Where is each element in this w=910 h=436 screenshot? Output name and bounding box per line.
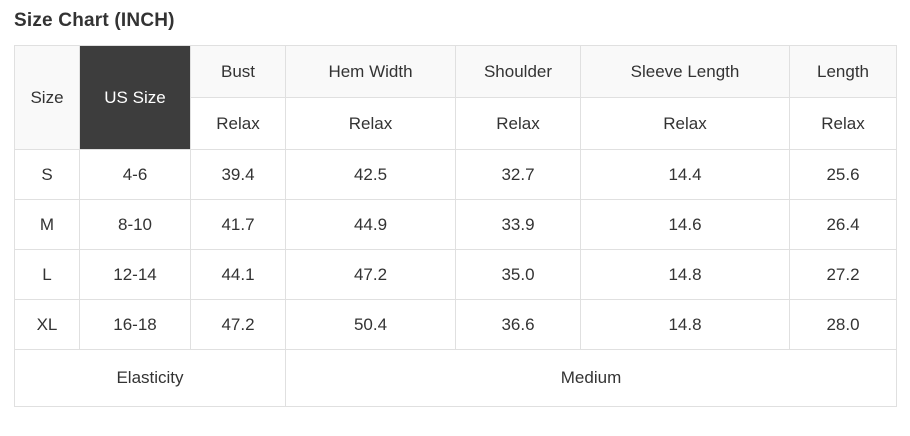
shoulder-cell: 36.6 [455,299,581,350]
fit-cell-shoulder: Relax [455,97,581,150]
hem-width-cell: 47.2 [285,249,456,300]
col-header-bust: Bust [190,45,286,98]
elasticity-label: Elasticity [14,349,286,407]
fit-cell-bust: Relax [190,97,286,150]
size-cell: XL [14,299,80,350]
header-row-measures: Size US Size Bust Hem Width Shoulder Sle… [14,45,897,150]
length-cell: 26.4 [789,199,897,250]
header-row-fit: Relax Relax Relax Relax Relax [15,97,897,150]
bust-cell: 44.1 [190,249,286,300]
hem-width-cell: 42.5 [285,149,456,200]
bust-cell: 41.7 [190,199,286,250]
length-cell: 27.2 [789,249,897,300]
sleeve-length-cell: 14.4 [580,149,790,200]
col-header-size: Size [14,45,80,150]
size-chart-table: Size US Size Bust Hem Width Shoulder Sle… [14,45,897,407]
sleeve-length-cell: 14.8 [580,299,790,350]
shoulder-cell: 35.0 [455,249,581,300]
elasticity-row: Elasticity Medium [14,349,897,407]
us-size-cell: 4-6 [79,149,191,200]
sleeve-length-cell: 14.8 [580,249,790,300]
length-cell: 28.0 [789,299,897,350]
col-header-sleeve-length: Sleeve Length [580,45,790,98]
hem-width-cell: 44.9 [285,199,456,250]
col-header-length: Length [789,45,897,98]
shoulder-cell: 33.9 [455,199,581,250]
fit-cell-length: Relax [789,97,897,150]
col-header-shoulder: Shoulder [455,45,581,98]
page-title: Size Chart (INCH) [14,10,175,31]
table-row-xl: XL 16-18 47.2 50.4 36.6 14.8 28.0 [14,299,897,350]
col-header-hem-width: Hem Width [285,45,456,98]
us-size-cell: 8-10 [79,199,191,250]
size-cell: L [14,249,80,300]
size-chart-page: Size Chart (INCH) Size US Size Bust Hem … [14,10,897,407]
fit-cell-sleeve-length: Relax [580,97,790,150]
shoulder-cell: 32.7 [455,149,581,200]
size-cell: M [14,199,80,250]
hem-width-cell: 50.4 [285,299,456,350]
table-row-m: M 8-10 41.7 44.9 33.9 14.6 26.4 [14,199,897,250]
sleeve-length-cell: 14.6 [580,199,790,250]
us-size-cell: 16-18 [79,299,191,350]
col-header-us-size: US Size [79,45,191,150]
fit-cell-hem-width: Relax [285,97,456,150]
size-cell: S [14,149,80,200]
table-row-s: S 4-6 39.4 42.5 32.7 14.4 25.6 [14,149,897,200]
table-row-l: L 12-14 44.1 47.2 35.0 14.8 27.2 [14,249,897,300]
elasticity-value: Medium [285,349,897,407]
length-cell: 25.6 [789,149,897,200]
bust-cell: 39.4 [190,149,286,200]
us-size-cell: 12-14 [79,249,191,300]
bust-cell: 47.2 [190,299,286,350]
